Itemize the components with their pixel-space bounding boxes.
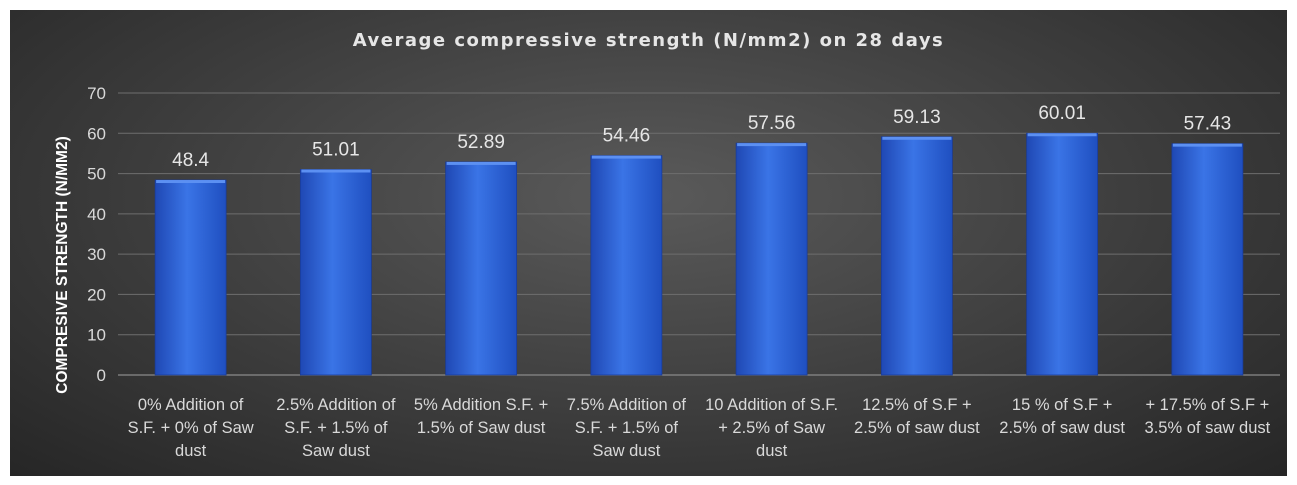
- x-tick-label: 10 Addition of S.F. + 2.5% of Saw dust: [705, 396, 839, 460]
- bar: [1026, 132, 1099, 376]
- bar: [1171, 143, 1244, 376]
- y-tick-label: 70: [87, 84, 106, 103]
- x-tick-label: 5% Addition S.F. + 1.5% of Saw dust: [413, 396, 549, 437]
- x-tick-label: + 17.5% of S.F + 3.5% of saw dust: [1144, 396, 1271, 437]
- data-label: 59.13: [893, 107, 941, 128]
- y-tick-label: 40: [87, 205, 106, 224]
- bar: [154, 179, 227, 376]
- data-label: 60.01: [1038, 103, 1086, 124]
- y-tick-label: 30: [87, 245, 106, 264]
- bar-top-highlight: [737, 143, 807, 147]
- data-label: 57.56: [748, 113, 796, 134]
- bar-top-highlight: [1027, 133, 1097, 137]
- bar: [880, 136, 953, 376]
- bar: [445, 161, 518, 376]
- bar-top-highlight: [301, 169, 371, 173]
- data-label: 52.89: [457, 132, 505, 153]
- data-label: 48.4: [172, 150, 209, 171]
- bar-top-highlight: [446, 161, 516, 165]
- chart-title: Average compressive strength (N/mm2) on …: [352, 30, 945, 51]
- y-tick-label: 10: [87, 326, 106, 345]
- bar-top-highlight: [882, 136, 952, 140]
- bar-top-highlight: [1172, 143, 1242, 147]
- x-tick-label: 15 % of S.F + 2.5% of saw dust: [999, 396, 1125, 437]
- data-label: 51.01: [312, 140, 360, 161]
- bar: [735, 142, 808, 376]
- data-label: 57.43: [1184, 114, 1232, 135]
- x-tick-label: 2.5% Addition of S.F. + 1.5% of Saw dust: [276, 396, 396, 460]
- x-tick-label: 12.5% of S.F + 2.5% of saw dust: [854, 396, 980, 437]
- y-tick-label: 20: [87, 285, 106, 304]
- x-tick-label: 7.5% Addition of S.F. + 1.5% of Saw dust: [566, 396, 686, 460]
- bar-top-highlight: [591, 155, 661, 159]
- y-tick-label: 50: [87, 165, 106, 184]
- y-tick-label: 60: [87, 124, 106, 143]
- bar-top-highlight: [156, 180, 226, 184]
- y-axis-title: COMPRESIVE STRENGTH (N/MM2): [54, 136, 71, 394]
- bar: [299, 169, 372, 376]
- data-label: 54.46: [603, 126, 651, 147]
- x-tick-label: 0% Addition of S.F. + 0% of Saw dust: [127, 396, 254, 460]
- bar: [590, 155, 663, 376]
- y-tick-label: 0: [97, 366, 106, 385]
